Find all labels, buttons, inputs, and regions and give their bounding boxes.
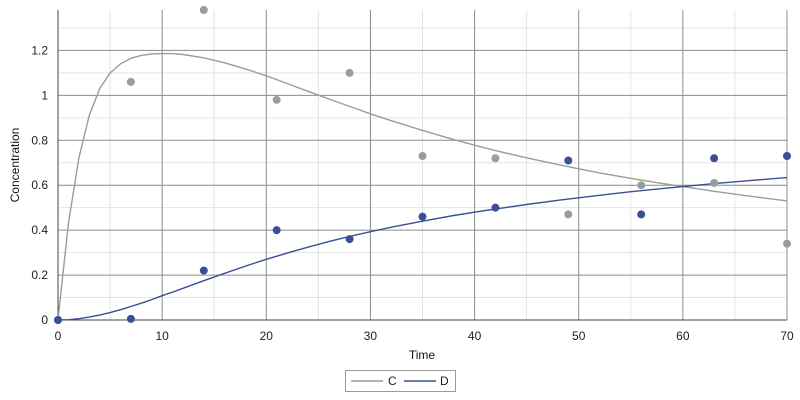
series-c-point [564, 210, 573, 219]
x-tick-label: 0 [55, 329, 62, 343]
series-d-point [491, 203, 500, 212]
series-c-point [126, 77, 135, 86]
series-d-point [418, 212, 427, 221]
series-c-point [418, 152, 427, 161]
tick-labels: 0 10 20 30 40 50 60 70 0 0.2 0.4 0.6 0.8 1 1.2 [31, 43, 794, 343]
series-d-point [637, 210, 646, 219]
x-tick-label: 60 [676, 329, 690, 343]
y-tick-label: 0.8 [31, 133, 48, 147]
y-tick-label: 0.2 [31, 268, 48, 282]
x-tick-label: 40 [468, 329, 482, 343]
x-tick-label: 50 [572, 329, 586, 343]
series-c-point [491, 154, 500, 163]
series-d-line [57, 176, 788, 321]
series-d-point [54, 316, 62, 324]
series-d-point [126, 314, 135, 323]
x-tick-label: 10 [155, 329, 169, 343]
series-c-point [272, 95, 281, 104]
x-axis-title: Time [409, 348, 436, 362]
series-c-point [783, 239, 791, 248]
x-tick-label: 20 [260, 329, 274, 343]
series-c-point [199, 6, 208, 14]
legend-box [345, 370, 456, 392]
y-tick-label: 1 [41, 88, 48, 102]
series-c-point [637, 181, 646, 190]
grid [58, 10, 788, 320]
series-c-point [710, 178, 719, 187]
series-c-point [345, 68, 354, 77]
series-d-point [272, 226, 281, 235]
series-curves [57, 52, 788, 321]
series-d-point [710, 154, 719, 163]
series-d-point [345, 235, 354, 244]
y-tick-label: 0 [41, 313, 48, 327]
series-d-point [783, 152, 791, 161]
y-tick-label: 1.2 [31, 43, 48, 57]
y-axis-title: Concentration [8, 128, 22, 203]
legend-d-label: D [440, 374, 449, 388]
series-points [54, 6, 791, 324]
y-tick-label: 0.6 [31, 178, 48, 192]
x-tick-label: 70 [780, 329, 794, 343]
legend-c-label: C [388, 374, 397, 388]
y-tick-label: 0.4 [31, 223, 48, 237]
series-d-point [199, 266, 208, 275]
x-tick-label: 30 [364, 329, 378, 343]
axes [57, 10, 787, 321]
series-d-point [564, 156, 573, 165]
series-c-line [57, 52, 788, 321]
